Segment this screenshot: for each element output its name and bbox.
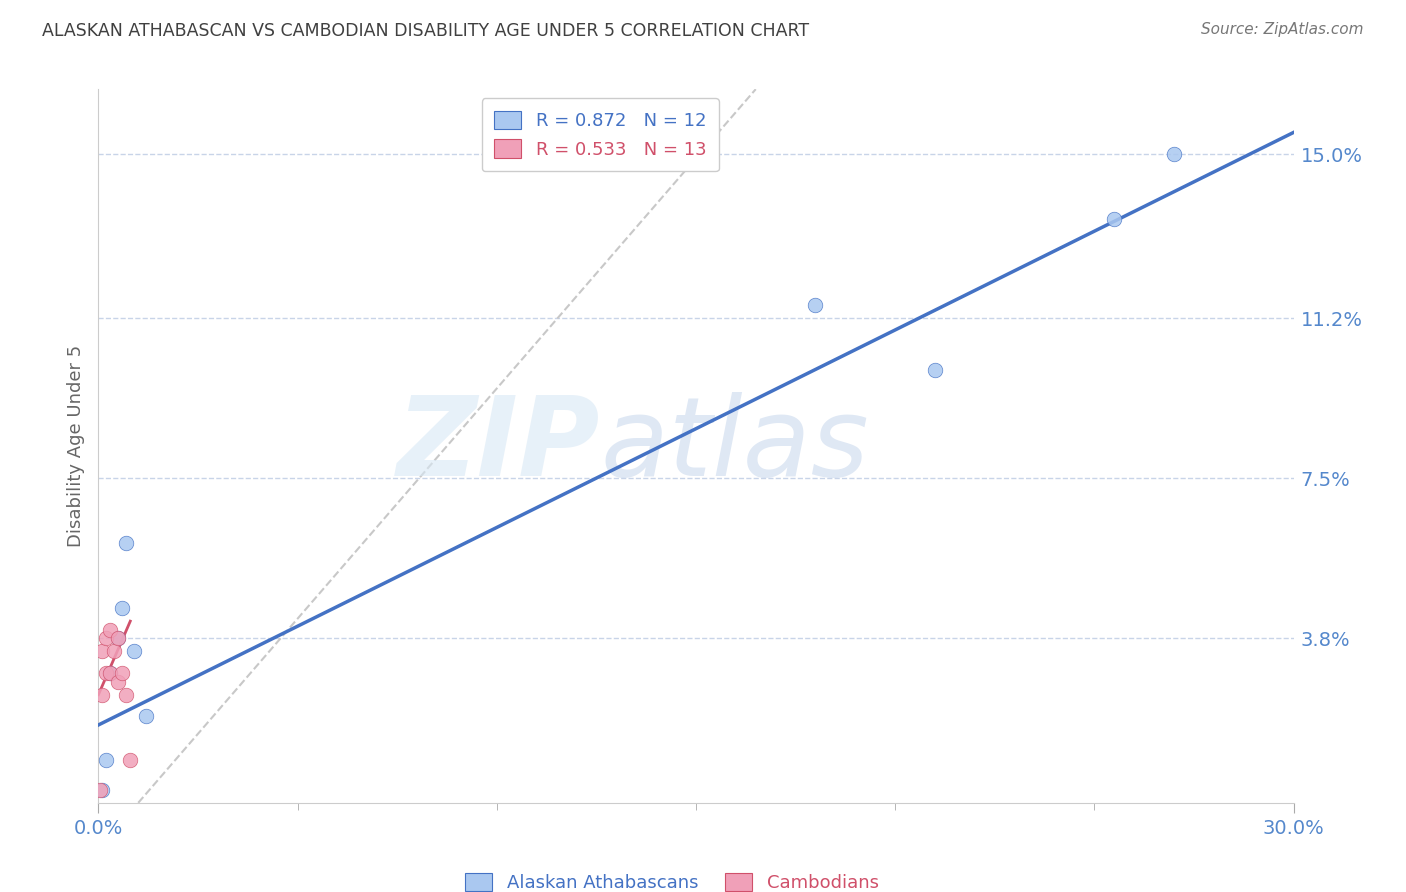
- Point: [107, 632, 129, 646]
- Point: [135, 709, 157, 723]
- Point: [107, 674, 129, 689]
- Point: [924, 363, 946, 377]
- Point: [115, 536, 138, 550]
- Point: [96, 632, 118, 646]
- Point: [98, 623, 122, 637]
- Point: [111, 666, 134, 681]
- Point: [124, 644, 146, 658]
- Legend: Alaskan Athabascans, Cambodians: Alaskan Athabascans, Cambodians: [458, 865, 886, 892]
- Point: [111, 601, 134, 615]
- Point: [103, 644, 125, 658]
- Point: [98, 666, 122, 681]
- Point: [89, 782, 111, 797]
- Point: [91, 688, 114, 702]
- Text: atlas: atlas: [600, 392, 869, 500]
- Text: ZIP: ZIP: [396, 392, 600, 500]
- Point: [96, 753, 118, 767]
- Point: [96, 666, 118, 681]
- Text: Source: ZipAtlas.com: Source: ZipAtlas.com: [1201, 22, 1364, 37]
- Point: [91, 644, 114, 658]
- Text: ALASKAN ATHABASCAN VS CAMBODIAN DISABILITY AGE UNDER 5 CORRELATION CHART: ALASKAN ATHABASCAN VS CAMBODIAN DISABILI…: [42, 22, 810, 40]
- Point: [115, 688, 138, 702]
- Point: [1163, 147, 1185, 161]
- Point: [98, 666, 122, 681]
- Point: [91, 782, 114, 797]
- Point: [804, 298, 827, 312]
- Y-axis label: Disability Age Under 5: Disability Age Under 5: [66, 345, 84, 547]
- Point: [1102, 211, 1125, 226]
- Point: [107, 632, 129, 646]
- Point: [120, 753, 142, 767]
